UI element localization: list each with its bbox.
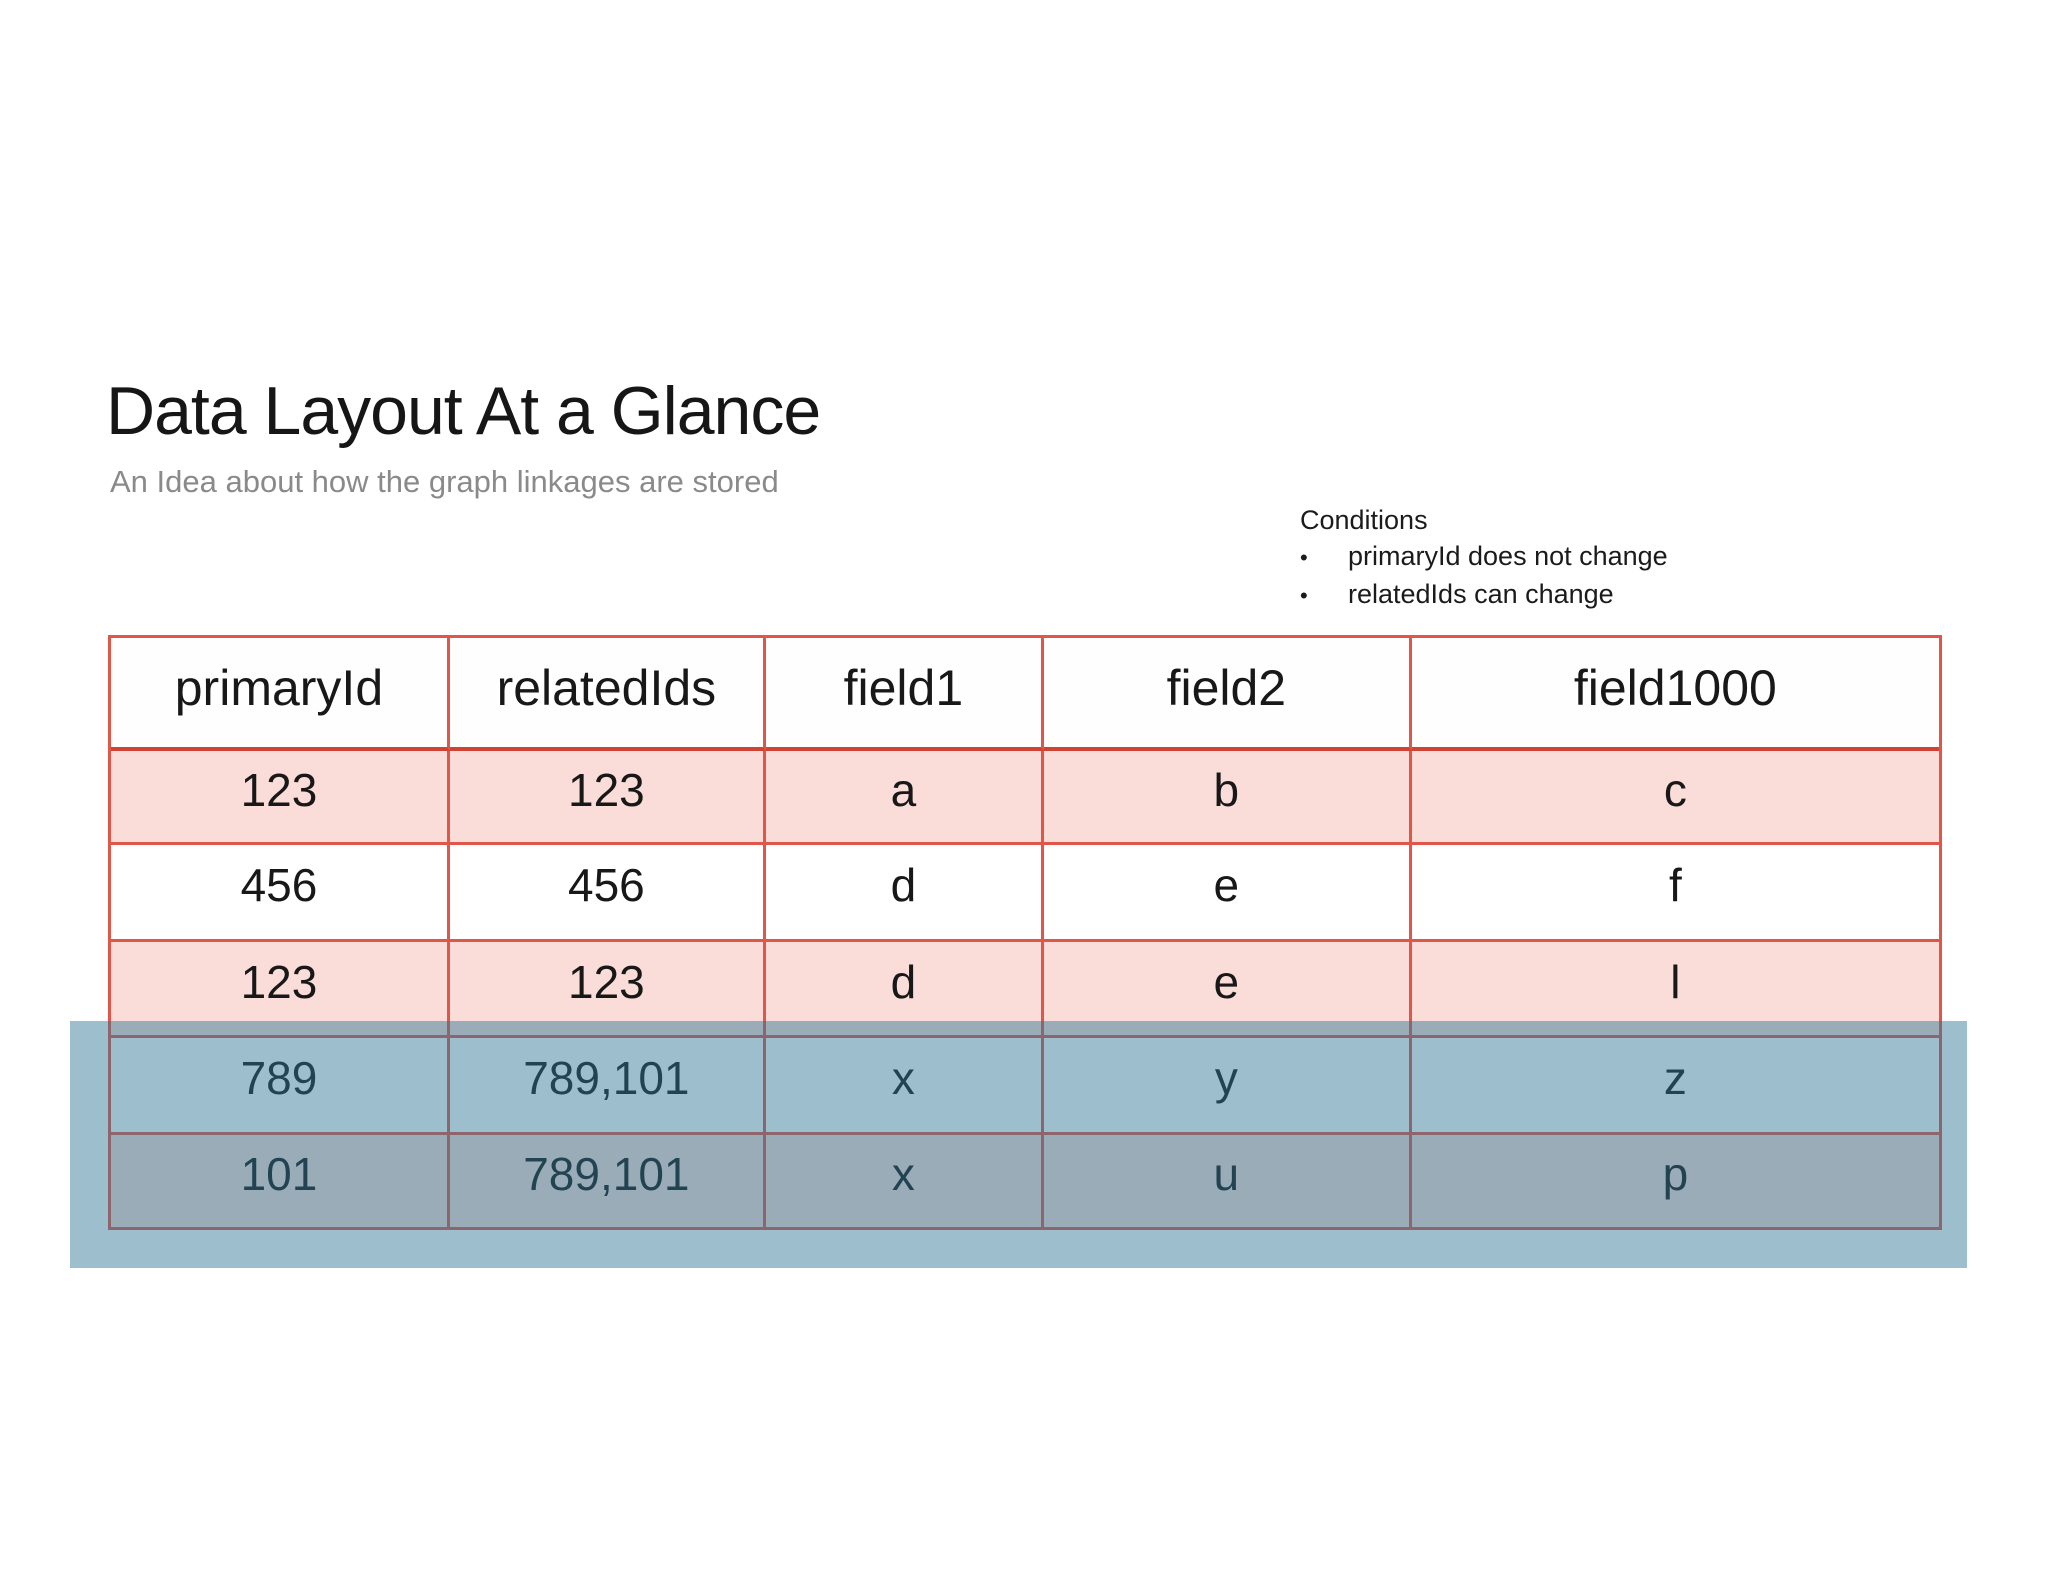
conditions-heading: Conditions — [1300, 505, 1428, 535]
header-cell-field2: field2 — [1043, 638, 1412, 751]
conditions-item: • primaryId does not change — [1300, 538, 1668, 576]
table-cell: d — [765, 942, 1044, 1038]
conditions-item-text: primaryId does not change — [1348, 541, 1668, 571]
header-cell-field1: field1 — [765, 638, 1044, 751]
table-cell: 789,101 — [449, 1038, 766, 1135]
table-row: 123 123 d e l — [111, 942, 1939, 1038]
table-cell: e — [1043, 942, 1412, 1038]
table-row: 101 789,101 x u p — [111, 1135, 1939, 1227]
table-row: 456 456 d e f — [111, 845, 1939, 942]
table-cell: 789 — [111, 1038, 450, 1135]
table-cell: 456 — [449, 845, 766, 942]
table-header-row: primaryId relatedIds field1 field2 field… — [111, 638, 1939, 751]
table-cell: u — [1044, 1135, 1412, 1227]
bullet-icon: • — [1300, 545, 1308, 570]
table-cell: 456 — [111, 845, 450, 942]
table-cell: a — [765, 751, 1044, 845]
table-cell: e — [1043, 845, 1412, 942]
table-cell: z — [1411, 1038, 1939, 1135]
data-table: primaryId relatedIds field1 field2 field… — [108, 635, 1942, 1230]
table-cell: d — [765, 845, 1044, 942]
conditions-note: Conditions • primaryId does not change •… — [1300, 502, 1668, 614]
header-cell-relatedids: relatedIds — [449, 638, 766, 751]
table-cell: p — [1662, 1148, 1689, 1200]
table-cell: 123 — [449, 942, 766, 1038]
header-cell-primaryid: primaryId — [111, 638, 450, 751]
page-subtitle: An Idea about how the graph linkages are… — [110, 464, 779, 499]
table-cell: l — [1411, 942, 1939, 1038]
table-cell: f — [1411, 845, 1939, 942]
table-cell: 789,101 — [450, 1135, 766, 1227]
conditions-item-text: relatedIds can change — [1348, 579, 1614, 609]
conditions-item: • relatedIds can change — [1300, 576, 1668, 614]
table-cell: 123 — [111, 942, 450, 1038]
table-cell: y — [1043, 1038, 1412, 1135]
table-cell: x — [765, 1038, 1044, 1135]
bullet-icon: • — [1300, 583, 1308, 608]
table-cell: x — [766, 1135, 1044, 1227]
table-cell: b — [1043, 751, 1412, 845]
page-title: Data Layout At a Glance — [106, 372, 821, 449]
table-cell: 123 — [111, 751, 450, 845]
table-row: 123 123 a b c — [111, 751, 1939, 845]
table-cell: 101 — [111, 1135, 450, 1227]
table-row: 789 789,101 x y z — [111, 1038, 1939, 1135]
table-cell: 123 — [449, 751, 766, 845]
header-cell-field1000: field1000 — [1411, 638, 1939, 751]
table-cell: c — [1411, 751, 1939, 845]
